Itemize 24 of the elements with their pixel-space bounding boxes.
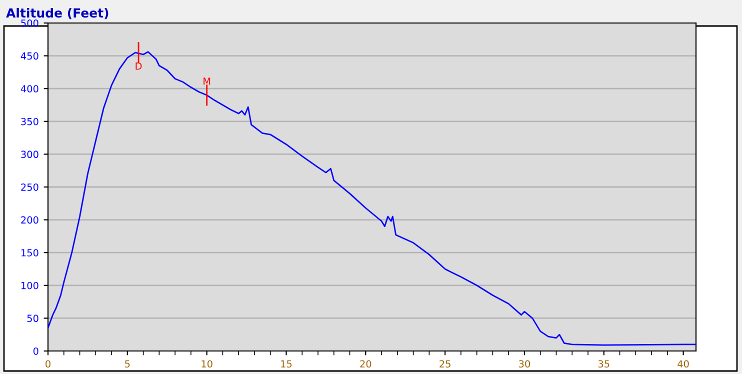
annotation: D <box>136 62 142 70</box>
x-tick-label: 0 <box>46 360 50 368</box>
y-tick-label: 500 <box>21 19 38 27</box>
x-tick-label: 40 <box>678 360 689 368</box>
y-tick-label: 0 <box>33 347 38 355</box>
x-tick-label: 35 <box>598 360 610 368</box>
y-tick-label: 150 <box>21 249 38 256</box>
y-tick-label: 100 <box>21 282 38 290</box>
x-tick-label: 15 <box>281 360 292 368</box>
x-tick-label: 25 <box>440 360 450 368</box>
y-tick-label: 450 <box>20 52 38 60</box>
y-tick-label: 300 <box>21 150 38 158</box>
x-tick-label: 20 <box>360 360 372 368</box>
chart-title: Altitude (Feet) <box>6 8 108 20</box>
x-tick-label: 30 <box>519 360 530 368</box>
y-tick-label: 200 <box>21 216 38 224</box>
x-tick-label: 5 <box>125 360 130 368</box>
annotation: M <box>204 78 210 85</box>
y-tick-label: 250 <box>21 183 38 191</box>
y-tick-label: 350 <box>21 118 38 126</box>
line-series <box>48 51 696 346</box>
y-tick-label: 50 <box>27 314 38 322</box>
y-tick-label: 400 <box>20 85 38 92</box>
x-tick-label: 10 <box>202 360 212 368</box>
